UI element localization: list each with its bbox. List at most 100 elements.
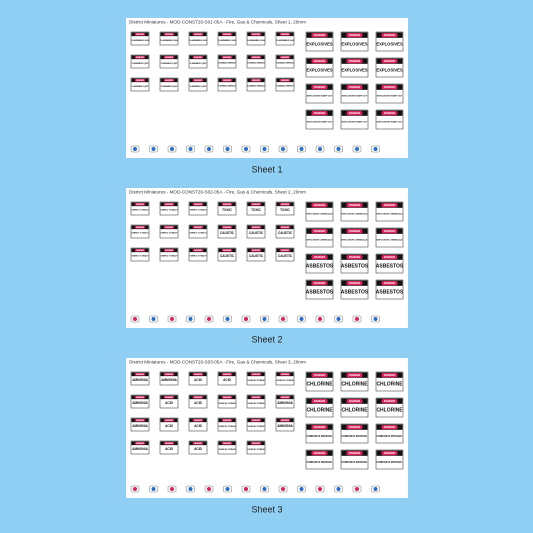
sign-danger: DANGER: [281, 419, 289, 422]
sign-label: ASBESTOS: [376, 263, 404, 269]
icon-symbol: [225, 317, 230, 321]
icon-symbol: [373, 317, 378, 321]
sign-header-oval: [221, 419, 233, 422]
sign-danger: DANGER: [314, 111, 325, 115]
sign-header-oval: [279, 396, 291, 399]
icon-symbol: [133, 317, 137, 321]
sign-header-oval: [221, 373, 233, 376]
sign-label: ACID: [194, 447, 202, 451]
sign-header-oval: [221, 249, 233, 252]
sign-label: EXPLOSIVES: [376, 41, 403, 46]
sign-label: CHLORINE: [341, 407, 368, 413]
sign-label: ASBESTOS: [306, 263, 334, 269]
sign-header-oval: [346, 281, 363, 286]
sign-danger: DANGER: [314, 425, 325, 429]
sign-label: FLAMMABLE MATERIALS: [247, 62, 264, 65]
sign-label: EXPLOSIVES KEEP OUT: [377, 122, 403, 124]
sign-label: HARMFUL TO HEALTH: [161, 209, 179, 212]
sign-label: EXPLOSIVE CHEMICALS: [341, 213, 368, 216]
sign-danger: DANGER: [165, 33, 173, 36]
sign-header-oval: [311, 451, 328, 456]
sign-header-oval: [346, 399, 363, 404]
sign-header-oval: [134, 442, 146, 445]
sign-danger: DANGER: [223, 79, 231, 82]
icon-symbol: [244, 487, 248, 491]
sign-danger: DANGER: [223, 419, 231, 422]
sign-label: TOXIC: [222, 208, 232, 212]
icon-symbol: [281, 147, 285, 151]
sign-label: AMMONIA: [132, 424, 148, 428]
sign-danger: DANGER: [281, 203, 289, 206]
sign-label: EXPLOSIVES: [341, 41, 368, 46]
sign-label: CHEMICAL STORAGE: [247, 379, 265, 382]
sign-label: CHEMICAL STORAGE: [247, 448, 265, 451]
sign-header-oval: [134, 79, 146, 82]
sign-danger: DANGER: [349, 229, 360, 233]
sign-danger: DANGER: [281, 396, 289, 399]
sign-label: EXPLOSIVE CHEMICALS: [306, 239, 333, 242]
sign-label: FLAMMABLE GAS: [189, 39, 208, 42]
sign-label: ASBESTOS: [341, 289, 369, 295]
sign-danger: DANGER: [165, 203, 173, 206]
sign-danger: DANGER: [136, 442, 144, 445]
sign-danger: DANGER: [252, 249, 260, 252]
sign-header-oval: [311, 255, 328, 260]
sign-label: FLAMMABLE MATERIALS: [218, 85, 235, 88]
sign-danger: DANGER: [384, 373, 395, 377]
sign-label: ACID: [165, 424, 173, 428]
sign-header-oval: [192, 419, 204, 422]
sign-danger: DANGER: [136, 33, 144, 36]
sign-danger: DANGER: [252, 226, 260, 229]
sign-label: EXPLOSIVE CHEMICALS: [376, 213, 403, 216]
icon-symbol: [188, 147, 193, 151]
sign-label: EXPLOSIVES: [341, 67, 368, 72]
icon-symbol: [355, 147, 359, 151]
sign-label: CORROSIVE MATERIAL: [306, 461, 333, 464]
sign-header-oval: [311, 85, 328, 90]
sign-danger: DANGER: [314, 59, 325, 63]
sign-label: FLAMMABLE LIQUID: [161, 85, 178, 88]
sign-danger: DANGER: [314, 33, 325, 37]
sign-label: CAUSTIC: [278, 254, 293, 258]
sign-danger: DANGER: [314, 399, 325, 403]
sign-label: FLAMMABLE GAS: [131, 39, 150, 42]
sign-header-oval: [279, 249, 291, 252]
sign-header-oval: [381, 373, 398, 378]
sign-danger: DANGER: [314, 255, 325, 259]
sign-danger: DANGER: [223, 373, 231, 376]
sign-header-oval: [346, 33, 363, 38]
icon-symbol: [151, 317, 156, 321]
sign-header-oval: [381, 111, 398, 116]
sign-header-oval: [250, 79, 262, 82]
sign-danger: DANGER: [136, 203, 144, 206]
icon-symbol: [355, 317, 359, 321]
sign-header-oval: [192, 249, 204, 252]
sign-label: CHLORINE: [376, 407, 403, 413]
icon-symbol: [170, 317, 174, 321]
sign-header-oval: [221, 396, 233, 399]
sign-label: FLAMMABLE LIQUID: [190, 62, 207, 65]
icon-symbol: [244, 147, 248, 151]
sign-danger: DANGER: [223, 249, 231, 252]
sign-label: FLAMMABLE LIQUID: [132, 85, 149, 88]
icon-symbol: [299, 317, 304, 321]
sign-header-oval: [346, 229, 363, 234]
icon-symbol: [336, 147, 341, 151]
sign-label: EXPLOSIVES: [376, 67, 403, 72]
sign-header-oval: [192, 79, 204, 82]
sign-header-oval: [134, 396, 146, 399]
sign-header-oval: [311, 281, 328, 286]
sign-header-oval: [163, 419, 175, 422]
sign-danger: DANGER: [349, 399, 360, 403]
icon-symbol: [225, 487, 230, 491]
sign-header-oval: [381, 399, 398, 404]
icon-symbol: [336, 317, 341, 321]
icon-symbol: [133, 487, 137, 491]
sign-header-oval: [311, 111, 328, 116]
sign-danger: DANGER: [165, 396, 173, 399]
sign-header-oval: [346, 451, 363, 456]
sign-header-oval: [346, 59, 363, 64]
sign-header-oval: [279, 56, 291, 59]
sign-label: CAUSTIC: [249, 231, 264, 235]
sign-label: ACID: [223, 378, 231, 382]
